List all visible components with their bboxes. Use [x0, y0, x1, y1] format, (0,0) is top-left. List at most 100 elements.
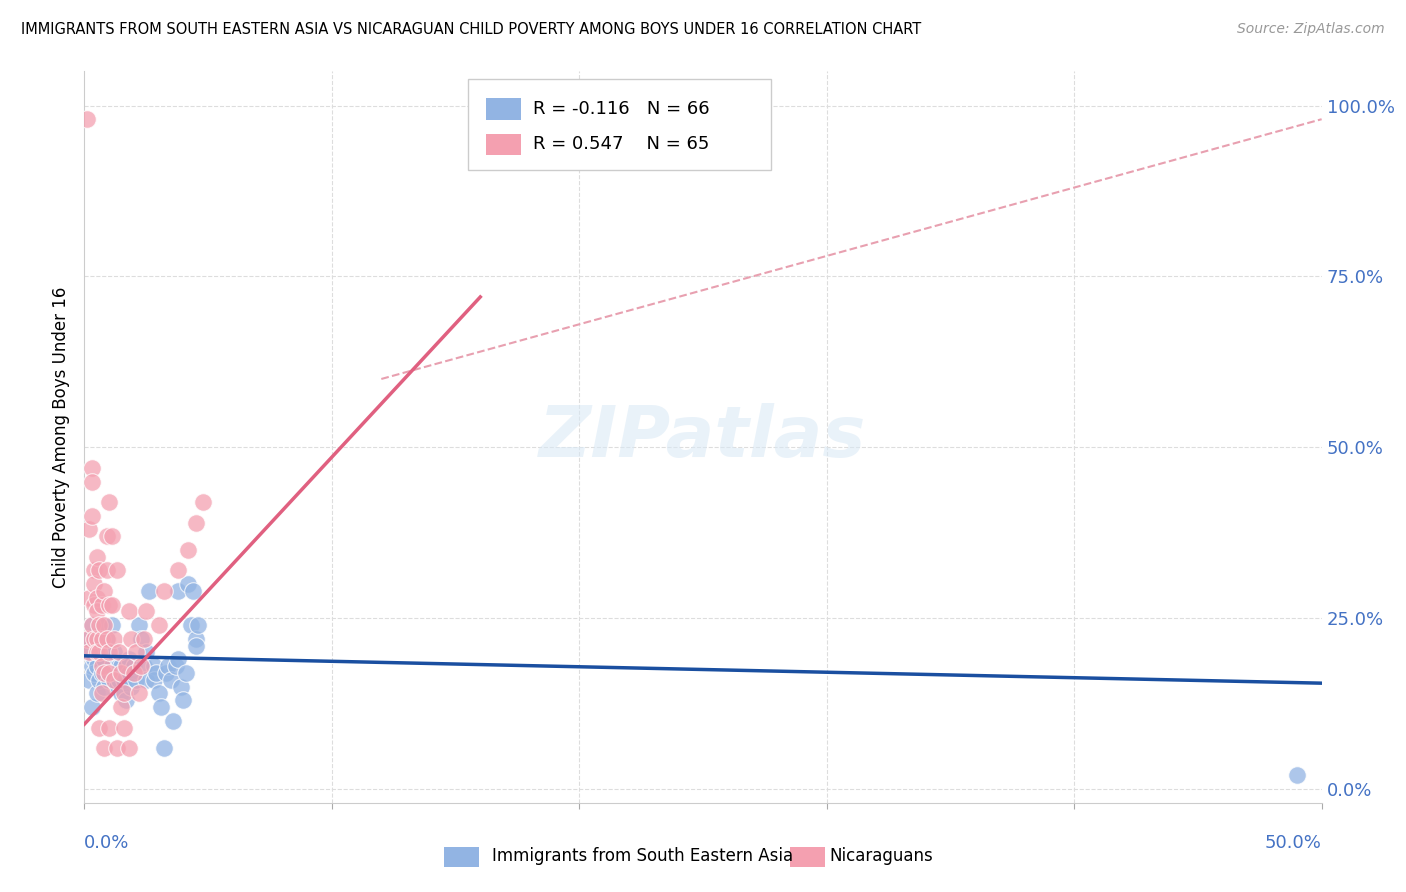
- Point: [98, 598, 121, 612]
- Point: [96, 645, 118, 659]
- Point: [96, 563, 118, 577]
- Point: [90, 665, 112, 680]
- Point: [105, 680, 128, 694]
- Point: [83, 577, 105, 591]
- Point: [108, 673, 131, 687]
- Text: IMMIGRANTS FROM SOUTH EASTERN ASIA VS NICARAGUAN CHILD POVERTY AMONG BOYS UNDER : IMMIGRANTS FROM SOUTH EASTERN ASIA VS NI…: [21, 22, 921, 37]
- Point: [76, 632, 98, 646]
- Point: [89, 721, 111, 735]
- Point: [103, 673, 125, 687]
- Text: Nicaraguans: Nicaraguans: [830, 847, 934, 865]
- Point: [170, 680, 193, 694]
- Point: [83, 632, 105, 646]
- Point: [79, 522, 101, 536]
- Point: [83, 632, 105, 646]
- Point: [83, 652, 105, 666]
- Point: [86, 632, 108, 646]
- Point: [187, 618, 209, 632]
- Point: [177, 542, 200, 557]
- Point: [110, 659, 132, 673]
- FancyBboxPatch shape: [486, 134, 522, 155]
- Point: [96, 632, 118, 646]
- Point: [118, 741, 141, 756]
- Point: [132, 632, 155, 646]
- Point: [98, 665, 121, 680]
- Point: [79, 673, 101, 687]
- Point: [174, 665, 197, 680]
- Point: [172, 693, 194, 707]
- Point: [162, 714, 184, 728]
- Point: [125, 673, 148, 687]
- Point: [89, 639, 111, 653]
- FancyBboxPatch shape: [486, 98, 522, 120]
- Text: Immigrants from South Eastern Asia: Immigrants from South Eastern Asia: [492, 847, 793, 865]
- Point: [90, 618, 112, 632]
- Point: [184, 639, 207, 653]
- Point: [98, 495, 121, 509]
- Point: [142, 659, 165, 673]
- Point: [167, 583, 190, 598]
- Point: [79, 591, 101, 605]
- Point: [98, 673, 121, 687]
- Point: [152, 583, 174, 598]
- Point: [132, 659, 155, 673]
- Point: [122, 665, 145, 680]
- Point: [138, 583, 160, 598]
- Point: [79, 632, 101, 646]
- Point: [83, 598, 105, 612]
- Point: [115, 693, 138, 707]
- Point: [90, 632, 112, 646]
- Point: [100, 598, 122, 612]
- Point: [93, 741, 115, 756]
- Point: [86, 591, 108, 605]
- Point: [80, 659, 103, 673]
- Point: [86, 549, 108, 564]
- Point: [145, 665, 167, 680]
- Point: [148, 618, 170, 632]
- Point: [118, 652, 141, 666]
- Point: [112, 686, 135, 700]
- Point: [80, 508, 103, 523]
- Point: [152, 741, 174, 756]
- Point: [110, 700, 132, 714]
- Point: [80, 475, 103, 489]
- Point: [118, 604, 141, 618]
- Point: [128, 618, 150, 632]
- Point: [93, 618, 115, 632]
- Point: [129, 632, 152, 646]
- Point: [89, 673, 111, 687]
- Point: [135, 673, 157, 687]
- Point: [122, 659, 145, 673]
- Point: [96, 632, 118, 646]
- Point: [100, 529, 122, 543]
- Point: [86, 645, 108, 659]
- Point: [90, 659, 112, 673]
- Point: [181, 583, 204, 598]
- Point: [103, 665, 125, 680]
- Point: [105, 563, 128, 577]
- Point: [167, 652, 190, 666]
- Point: [86, 645, 108, 659]
- Point: [80, 460, 103, 475]
- Point: [80, 618, 103, 632]
- Point: [129, 659, 152, 673]
- Point: [120, 632, 142, 646]
- Point: [108, 645, 131, 659]
- Point: [93, 583, 115, 598]
- Point: [120, 680, 142, 694]
- Point: [80, 618, 103, 632]
- Text: 0.0%: 0.0%: [84, 834, 129, 852]
- Point: [1285, 768, 1308, 782]
- Point: [96, 529, 118, 543]
- Point: [83, 665, 105, 680]
- Point: [90, 598, 112, 612]
- Point: [93, 652, 115, 666]
- Point: [135, 604, 157, 618]
- Point: [100, 659, 122, 673]
- Point: [110, 686, 132, 700]
- Point: [89, 645, 111, 659]
- Y-axis label: Child Poverty Among Boys Under 16: Child Poverty Among Boys Under 16: [52, 286, 70, 588]
- Point: [108, 659, 131, 673]
- Point: [100, 618, 122, 632]
- Point: [89, 618, 111, 632]
